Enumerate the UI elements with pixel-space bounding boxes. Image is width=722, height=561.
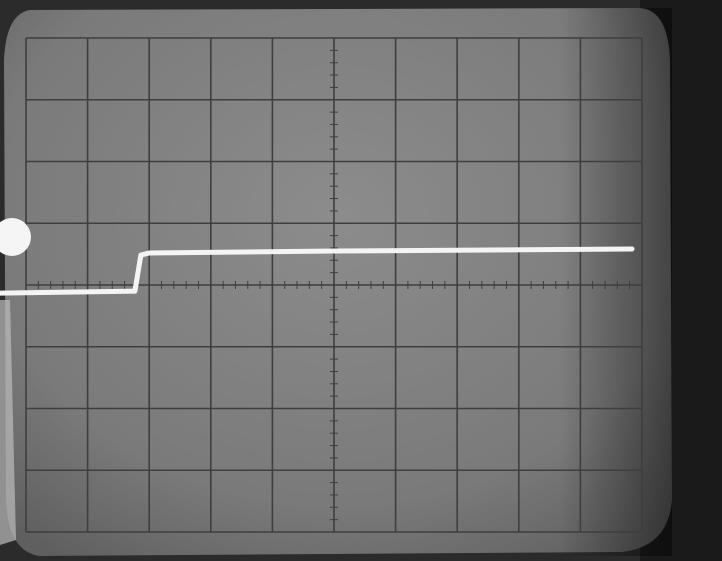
light-spot xyxy=(0,218,31,256)
crt-right-falloff xyxy=(560,8,672,556)
signal-trace xyxy=(0,246,635,296)
corner-glare xyxy=(0,300,16,545)
graticule xyxy=(25,37,643,533)
crt-face xyxy=(4,8,672,556)
